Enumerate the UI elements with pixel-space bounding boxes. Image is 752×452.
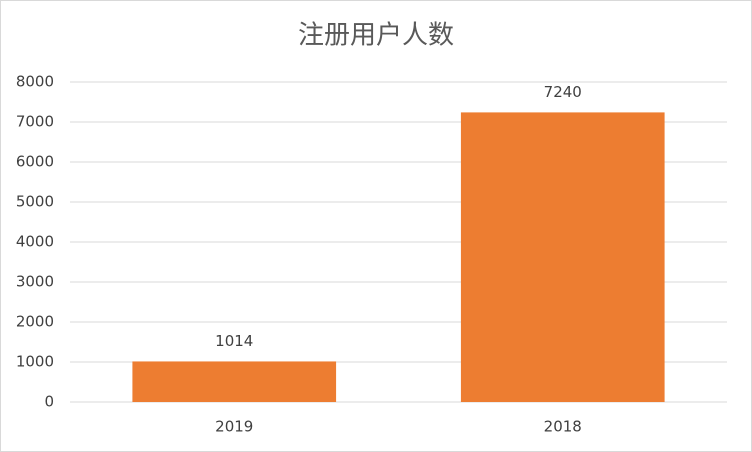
chart-title: 注册用户人数: [298, 21, 454, 51]
y-tick-label: 7000: [16, 113, 54, 131]
data-label: 7240: [544, 83, 582, 101]
bar: [460, 112, 665, 403]
x-tick-label: 2018: [544, 418, 582, 436]
y-tick-label: 6000: [16, 153, 54, 171]
x-tick-label: 2019: [215, 418, 253, 436]
data-label: 1014: [215, 332, 253, 350]
y-tick-label: 4000: [16, 233, 54, 251]
y-tick-label: 2000: [16, 313, 54, 331]
y-tick-label: 8000: [16, 73, 54, 91]
y-tick-label: 5000: [16, 193, 54, 211]
y-tick-label: 1000: [16, 353, 54, 371]
y-tick-label: 3000: [16, 273, 54, 291]
y-tick-label: 0: [44, 393, 54, 411]
bar: [132, 361, 337, 402]
